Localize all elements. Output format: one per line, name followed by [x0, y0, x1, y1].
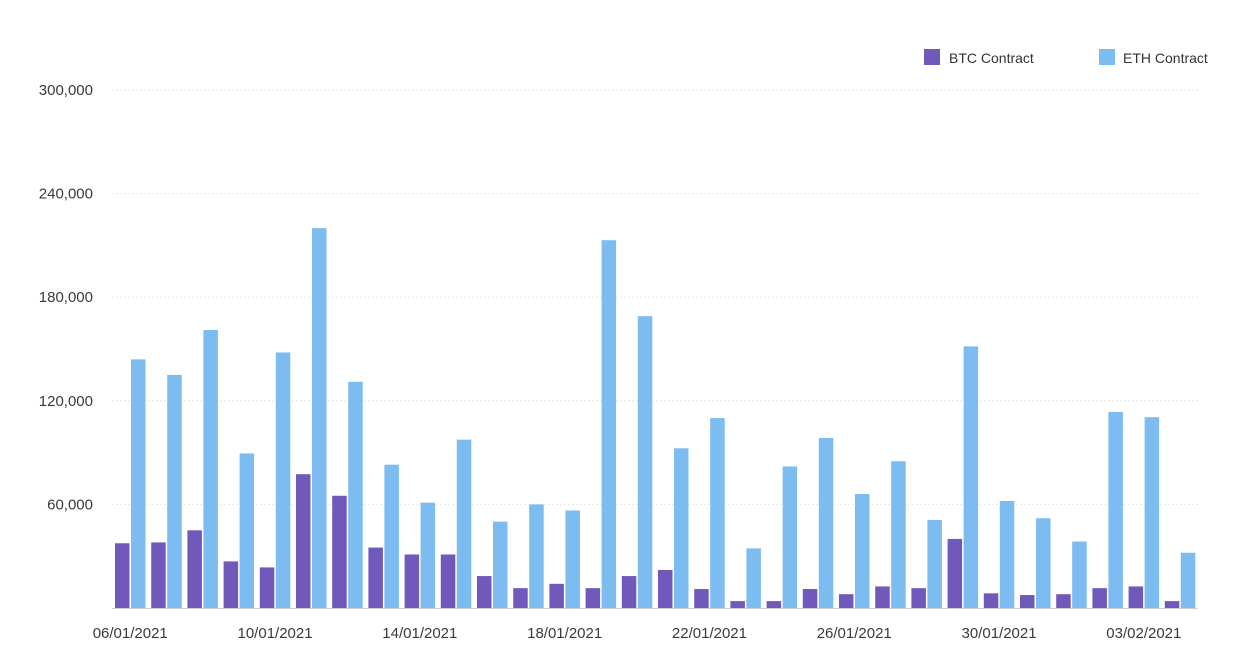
x-tick-label: 30/01/2021 — [962, 625, 1037, 642]
eth-bar[interactable] — [927, 519, 942, 608]
eth-bar[interactable] — [637, 316, 653, 608]
btc-bar[interactable] — [730, 601, 745, 608]
btc-bar[interactable] — [296, 474, 311, 608]
btc-bar[interactable] — [477, 576, 492, 608]
y-tick-label: 300,000 — [39, 82, 93, 99]
eth-bar[interactable] — [493, 521, 508, 608]
legend-item-btc[interactable]: BTC Contract — [924, 49, 1034, 66]
btc-bar[interactable] — [223, 561, 239, 608]
eth-bar[interactable] — [963, 346, 979, 608]
eth-bar[interactable] — [420, 502, 436, 608]
eth-bar[interactable] — [312, 228, 327, 608]
btc-bar[interactable] — [151, 542, 166, 608]
bars — [115, 228, 1196, 608]
btc-bar[interactable] — [1056, 594, 1071, 608]
btc-bar[interactable] — [440, 554, 456, 608]
eth-bar[interactable] — [565, 510, 580, 608]
legend-item-eth[interactable]: ETH Contract — [1099, 49, 1208, 66]
legend-label-eth: ETH Contract — [1123, 50, 1208, 66]
btc-bar[interactable] — [513, 588, 528, 608]
btc-bar[interactable] — [549, 583, 564, 608]
btc-bar[interactable] — [658, 570, 673, 608]
btc-bar[interactable] — [1128, 586, 1144, 608]
legend-label-btc: BTC Contract — [949, 50, 1034, 66]
btc-bar[interactable] — [115, 543, 130, 608]
eth-bar[interactable] — [1180, 552, 1196, 608]
btc-bar[interactable] — [368, 547, 383, 608]
eth-bar[interactable] — [131, 359, 146, 608]
btc-bar[interactable] — [621, 576, 637, 608]
eth-bar[interactable] — [203, 330, 218, 608]
btc-bar[interactable] — [585, 588, 601, 608]
x-tick-label: 26/01/2021 — [817, 625, 892, 642]
btc-bar[interactable] — [1164, 601, 1180, 608]
btc-bar[interactable] — [875, 586, 890, 608]
y-axis-ticks: 300,000 240,000 180,000 120,000 60,000 — [39, 82, 93, 513]
btc-bar[interactable] — [1092, 588, 1107, 608]
eth-bar[interactable] — [746, 548, 761, 608]
btc-bar[interactable] — [911, 588, 926, 608]
y-tick-label: 240,000 — [39, 186, 93, 203]
btc-bar[interactable] — [332, 495, 347, 608]
btc-bar[interactable] — [983, 593, 999, 608]
legend-swatch-btc — [924, 49, 940, 65]
eth-bar[interactable] — [891, 461, 906, 608]
eth-bar[interactable] — [674, 448, 689, 608]
x-tick-label: 14/01/2021 — [382, 625, 457, 642]
eth-bar[interactable] — [1036, 518, 1051, 608]
btc-bar[interactable] — [947, 538, 963, 608]
btc-bar[interactable] — [404, 554, 420, 608]
x-axis-ticks: 06/01/2021 10/01/2021 14/01/2021 18/01/2021… — [93, 625, 1182, 642]
x-tick-label: 18/01/2021 — [527, 625, 602, 642]
btc-bar[interactable] — [766, 601, 782, 608]
x-tick-label: 06/01/2021 — [93, 625, 168, 642]
eth-bar[interactable] — [710, 418, 725, 608]
btc-bar[interactable] — [839, 594, 854, 608]
y-tick-label: 180,000 — [39, 289, 93, 306]
y-tick-label: 120,000 — [39, 393, 93, 410]
eth-bar[interactable] — [275, 352, 291, 608]
eth-bar[interactable] — [782, 466, 798, 608]
btc-bar[interactable] — [187, 530, 202, 608]
eth-bar[interactable] — [167, 374, 182, 608]
eth-bar[interactable] — [818, 437, 834, 608]
y-tick-label: 60,000 — [47, 496, 93, 513]
btc-bar[interactable] — [1020, 595, 1035, 608]
eth-bar[interactable] — [384, 464, 399, 608]
eth-bar[interactable] — [529, 504, 544, 608]
eth-bar[interactable] — [1144, 417, 1160, 608]
x-tick-label: 22/01/2021 — [672, 625, 747, 642]
legend-swatch-eth — [1099, 49, 1115, 65]
btc-bar[interactable] — [802, 589, 818, 608]
eth-bar[interactable] — [1072, 541, 1087, 608]
eth-bar[interactable] — [239, 453, 255, 608]
eth-bar[interactable] — [456, 439, 472, 608]
x-tick-label: 10/01/2021 — [238, 625, 313, 642]
eth-bar[interactable] — [1108, 412, 1123, 608]
eth-bar[interactable] — [348, 381, 363, 608]
btc-bar[interactable] — [259, 567, 275, 608]
eth-bar[interactable] — [999, 500, 1015, 608]
grid-lines — [112, 89, 1198, 505]
eth-bar[interactable] — [855, 494, 870, 608]
eth-bar[interactable] — [601, 240, 617, 608]
btc-bar[interactable] — [694, 589, 709, 608]
legend: BTC Contract ETH Contract — [924, 49, 1208, 66]
x-tick-label: 03/02/2021 — [1106, 625, 1181, 642]
